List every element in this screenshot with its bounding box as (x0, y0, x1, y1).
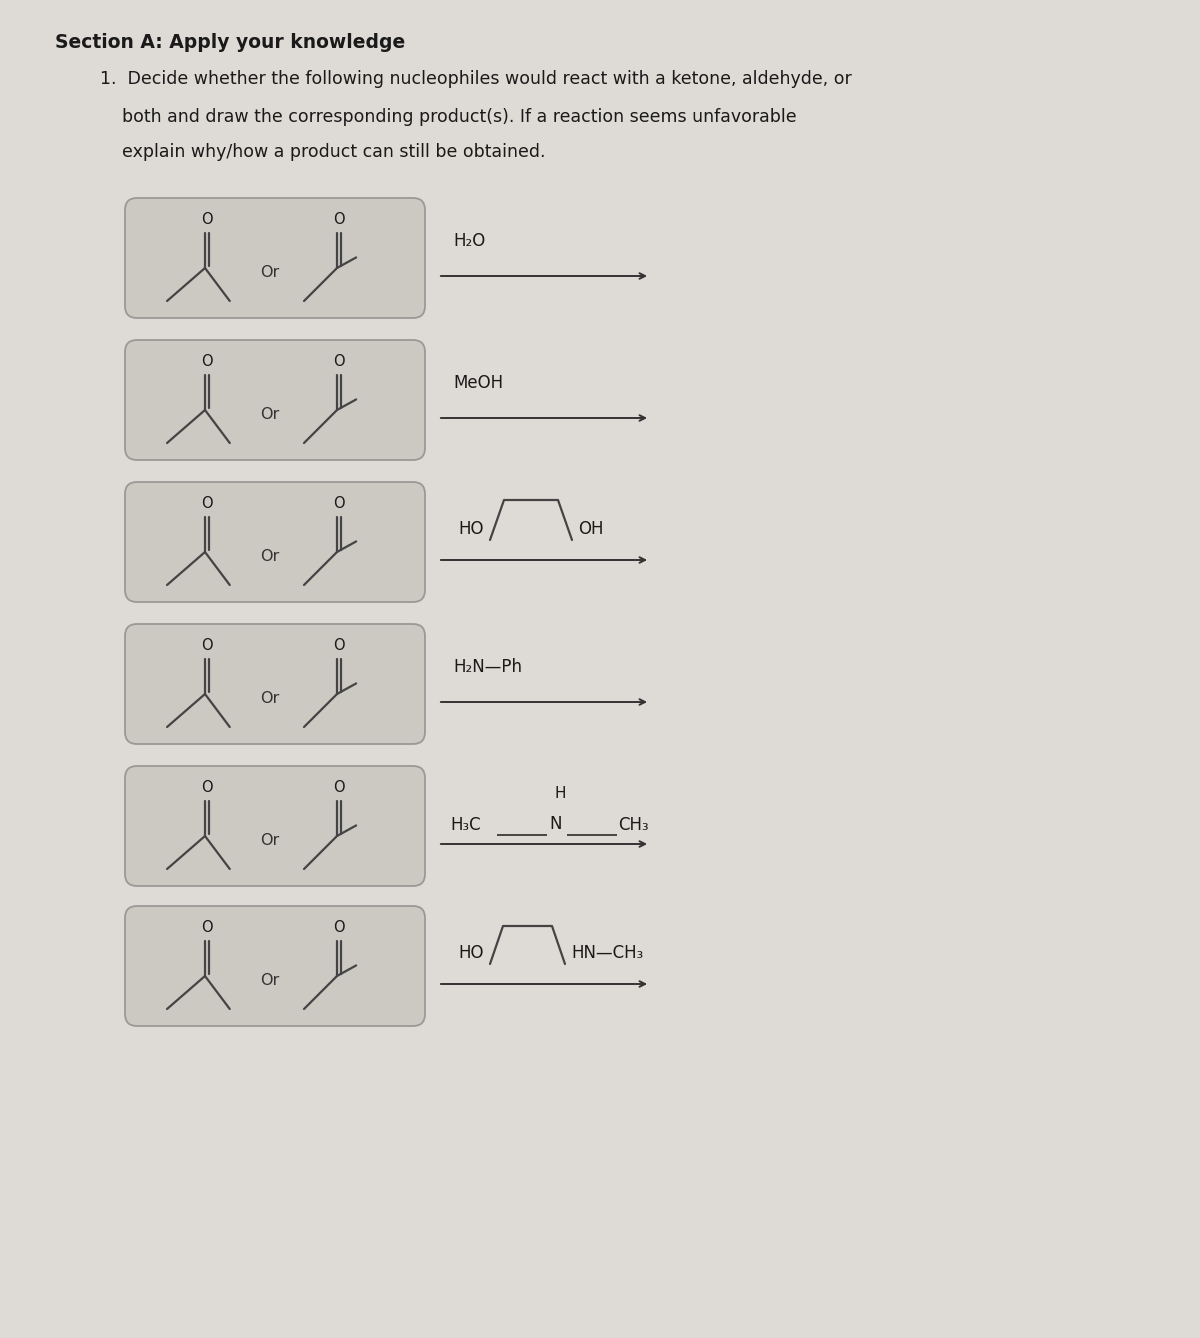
FancyBboxPatch shape (125, 482, 425, 602)
Text: Or: Or (260, 690, 280, 705)
Text: CH₃: CH₃ (618, 816, 649, 834)
Text: H₃C: H₃C (450, 816, 481, 834)
Text: Or: Or (260, 832, 280, 847)
Text: N: N (550, 815, 563, 834)
Text: Or: Or (260, 549, 280, 563)
Text: OH: OH (578, 520, 604, 538)
Text: H: H (554, 785, 565, 801)
Text: both and draw the corresponding product(s). If a reaction seems unfavorable: both and draw the corresponding product(… (122, 108, 797, 126)
Text: O: O (334, 780, 344, 795)
Text: H₂N—Ph: H₂N—Ph (454, 658, 522, 676)
Text: MeOH: MeOH (454, 375, 503, 392)
Text: O: O (202, 780, 212, 795)
FancyBboxPatch shape (125, 340, 425, 460)
Text: O: O (202, 355, 212, 369)
Text: O: O (202, 213, 212, 227)
FancyBboxPatch shape (125, 765, 425, 886)
FancyBboxPatch shape (125, 624, 425, 744)
Text: 1.  Decide whether the following nucleophiles would react with a ketone, aldehyd: 1. Decide whether the following nucleoph… (100, 70, 852, 88)
Text: HN—CH₃: HN—CH₃ (571, 945, 643, 962)
FancyBboxPatch shape (125, 198, 425, 318)
Text: Section A: Apply your knowledge: Section A: Apply your knowledge (55, 33, 406, 52)
Text: O: O (334, 355, 344, 369)
Text: H₂O: H₂O (454, 231, 485, 250)
Text: explain why/how a product can still be obtained.: explain why/how a product can still be o… (122, 143, 546, 161)
Text: O: O (202, 921, 212, 935)
Text: HO: HO (458, 945, 484, 962)
Text: Or: Or (260, 973, 280, 987)
Text: O: O (334, 496, 344, 511)
Text: Or: Or (260, 407, 280, 421)
Text: O: O (202, 638, 212, 653)
Text: O: O (334, 213, 344, 227)
FancyBboxPatch shape (125, 906, 425, 1026)
Text: O: O (334, 921, 344, 935)
Text: Or: Or (260, 265, 280, 280)
Text: O: O (334, 638, 344, 653)
Text: HO: HO (458, 520, 484, 538)
Text: O: O (202, 496, 212, 511)
